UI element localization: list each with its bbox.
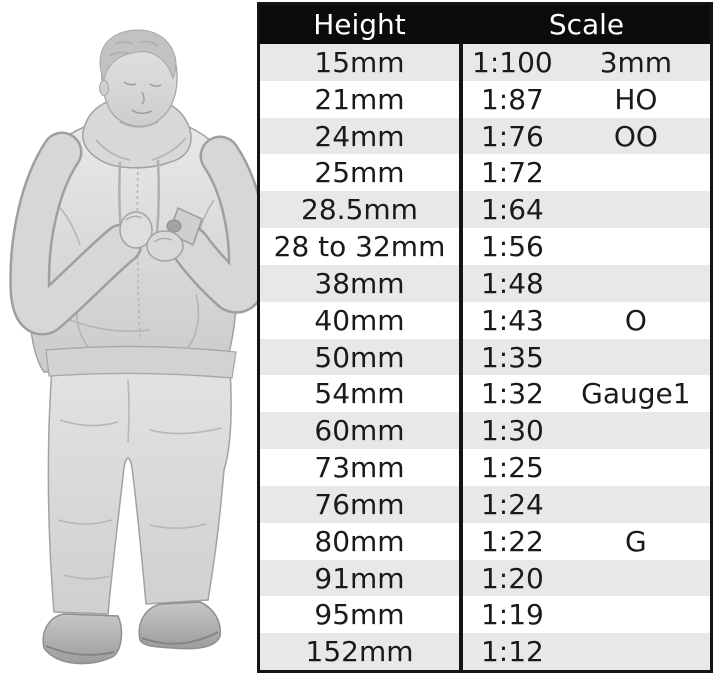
table-row: 40mm 1:43 O [260,301,710,339]
table-row: 25mm 1:72 [260,154,710,192]
scale-gauge: OO [613,119,658,153]
table-body: 15mm 1:100 3mm 21mm 1:87 HO 24mm 1:76 OO… [260,44,710,671]
table-row: 28.5mm 1:64 [260,191,710,229]
scale-cell: 1:64 [463,191,710,228]
right-shoe [138,601,222,650]
scale-ratio: 1:12 [480,635,544,669]
scale-cell: 1:24 [463,486,710,523]
scale-gauge: G [625,524,647,558]
scale-cell: 1:72 [463,154,710,191]
column-header-scale: Scale [548,8,625,41]
right-arm [169,135,269,314]
table-row: 28 to 32mm 1:56 [260,228,710,265]
table-row: 152mm 1:12 [260,633,710,671]
height-cell: 95mm [260,596,463,634]
table-row: 15mm 1:100 3mm [260,44,710,81]
scale-ratio: 1:72 [480,156,544,190]
table-row: 60mm 1:30 [260,412,710,450]
scale-ratio: 1:87 [480,82,544,116]
scale-cell: 1:43 O [463,302,710,339]
scale-cell: 1:87 HO [463,81,710,118]
face-details [119,81,162,128]
hands [119,211,184,262]
scale-ratio: 1:19 [480,598,544,632]
hair-texture [109,40,159,57]
table-row: 91mm 1:20 [260,559,710,597]
height-cell: 38mm [260,264,463,302]
height-cell: 54mm [260,375,463,413]
height-cell: 91mm [260,559,463,597]
table-row: 76mm 1:24 [260,485,710,523]
table-row: 54mm 1:32 Gauge1 [260,375,710,413]
scale-ratio: 1:76 [480,119,544,153]
scale-ratio: 1:25 [480,451,544,485]
scale-ratio: 1:24 [480,487,544,521]
table-row: 95mm 1:19 [260,596,710,634]
scale-ratio: 1:100 [472,45,553,79]
scale-ratio: 1:64 [480,193,544,227]
figure-man-3d-scan [9,29,269,665]
watch [166,219,182,233]
scale-cell: 1:32 Gauge1 [463,375,710,412]
table-row: 21mm 1:87 HO [260,80,710,118]
scale-cell: 1:19 [463,596,710,633]
jeans-legs [47,367,232,615]
height-cell: 80mm [260,522,463,560]
scale-cell: 1:12 [463,633,710,670]
height-cell: 76mm [260,485,463,523]
height-cell: 50mm [260,338,463,376]
left-shoe [42,613,123,665]
scale-cell: 1:25 [463,449,710,486]
scale-ratio: 1:56 [480,230,544,264]
scale-cell: 1:30 [463,412,710,449]
scale-gauge: O [624,303,647,337]
column-header-height: Height [260,5,463,44]
scale-gauge: HO [614,82,658,116]
scale-cell: 1:56 [463,228,710,265]
scale-cell: 1:76 OO [463,118,710,155]
table-row: 24mm 1:76 OO [260,117,710,155]
ear [99,80,109,96]
table-header-row: Height Scale [260,5,710,44]
height-cell: 25mm [260,154,463,192]
head [99,29,178,128]
scale-ratio: 1:20 [480,561,544,595]
scale-cell: 1:22 G [463,523,710,560]
scale-table: Height Scale 15mm 1:100 3mm 21mm 1:87 HO… [257,2,713,673]
scale-cell: 1:35 [463,339,710,376]
height-cell: 28.5mm [260,191,463,229]
height-cell: 152mm [260,633,463,671]
table-row: 80mm 1:22 G [260,522,710,560]
scale-gauge: Gauge1 [581,377,691,411]
jeans-creases [57,379,223,580]
scale-ratio: 1:48 [480,266,544,300]
shoes [42,601,222,665]
height-cell: 24mm [260,117,463,155]
scale-ratio: 1:35 [480,340,544,374]
figure-wrap [0,0,269,676]
hoodie-hem-band [45,345,237,379]
height-cell: 40mm [260,301,463,339]
scale-ratio: 1:22 [480,524,544,558]
height-cell: 21mm [260,80,463,118]
scale-cell: 1:20 [463,560,710,597]
scale-cell: 1:48 [463,265,710,302]
left-arm [9,131,143,336]
scale-ratio: 1:32 [480,377,544,411]
table-row: 50mm 1:35 [260,338,710,376]
height-cell: 60mm [260,412,463,450]
height-cell: 15mm [260,44,463,81]
table-row: 73mm 1:25 [260,449,710,486]
left-hand-fist [119,211,153,249]
scale-ratio: 1:30 [480,414,544,448]
height-cell: 28 to 32mm [260,228,463,265]
scale-gauge: 3mm [599,45,673,79]
scale-cell: 1:100 3mm [463,44,710,81]
right-hand-fist [146,230,184,262]
height-cell: 73mm [260,449,463,486]
scale-ratio: 1:43 [480,303,544,337]
table-row: 38mm 1:48 [260,264,710,302]
